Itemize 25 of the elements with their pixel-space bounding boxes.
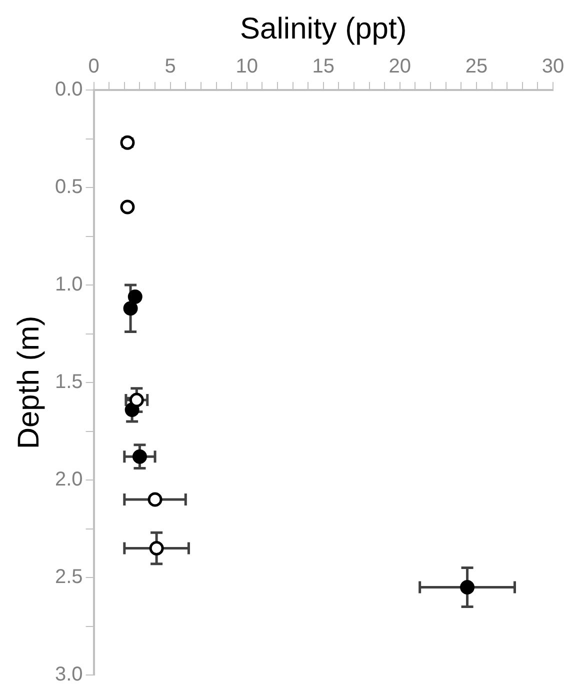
y-tick-label: 3.0 <box>54 664 83 686</box>
x-tick-label: 5 <box>164 56 176 78</box>
point <box>129 392 144 408</box>
y-tick-label: 2.5 <box>54 566 83 588</box>
y-tick-label: 2.0 <box>54 468 83 491</box>
point <box>128 289 142 304</box>
point <box>123 301 138 316</box>
point <box>148 492 162 507</box>
x-tick-label: 25 <box>465 56 488 78</box>
point <box>132 449 147 464</box>
x-tick-label: 10 <box>236 56 258 78</box>
point <box>460 580 475 594</box>
x-tick-label: 20 <box>388 56 412 78</box>
point <box>120 135 135 150</box>
point <box>120 200 135 214</box>
point <box>149 541 164 556</box>
y-tick-label: 0.5 <box>54 176 83 198</box>
y-tick-label: 1.5 <box>54 371 83 394</box>
y-tick-label: 0.0 <box>54 78 83 101</box>
x-axis-title: Salinity (ppt) <box>240 12 407 46</box>
x-tick-label: 30 <box>542 56 564 78</box>
x-tick-label: 0 <box>88 56 100 78</box>
y-axis-title: Depth (m) <box>12 316 46 450</box>
x-tick-label: 15 <box>312 56 335 78</box>
y-tick-label: 1.0 <box>54 274 83 296</box>
